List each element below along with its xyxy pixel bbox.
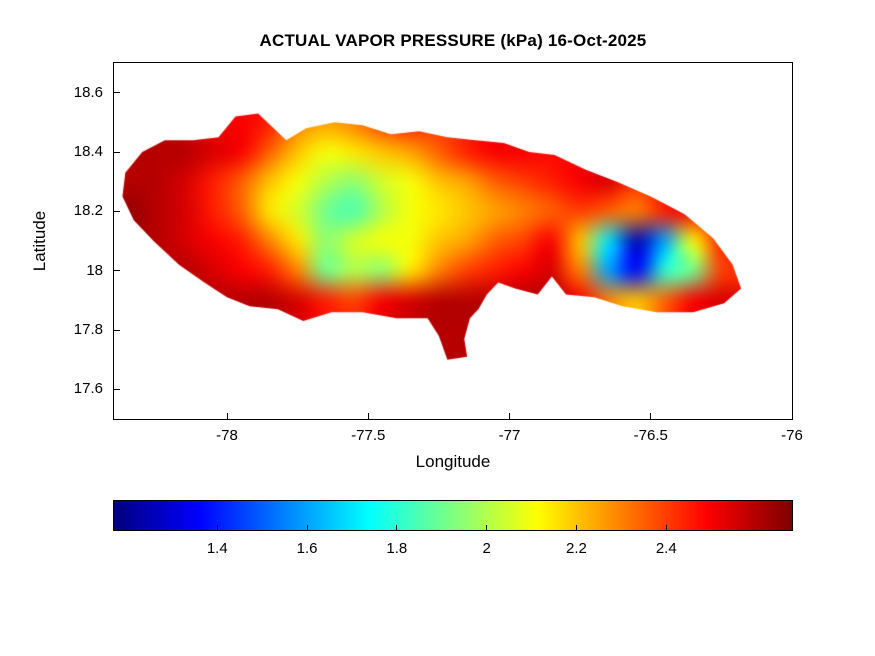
colorbar-tick-mark xyxy=(486,525,488,530)
y-tick-label: 18.2 xyxy=(73,202,103,220)
colorbar-tick-label: 2.4 xyxy=(655,540,677,557)
y-tick-label: 18.6 xyxy=(73,83,103,101)
colorbar-tick-label: 1.4 xyxy=(206,540,228,557)
colorbar-tick-label: 1.8 xyxy=(386,540,408,557)
x-tick-mark xyxy=(791,413,793,419)
x-tick-mark xyxy=(226,413,228,419)
y-tick-label: 17.6 xyxy=(73,380,103,398)
colorbar-gradient-canvas xyxy=(114,501,792,530)
colorbar-tick-mark xyxy=(216,525,218,530)
colorbar-tick-mark xyxy=(575,525,577,530)
colorbar-tick-mark xyxy=(396,525,398,530)
x-tick-mark xyxy=(650,413,652,419)
chart-title: ACTUAL VAPOR PRESSURE (kPa) 16-Oct-2025 xyxy=(259,31,647,50)
colorbar xyxy=(113,500,793,531)
x-tick-mark xyxy=(509,413,510,419)
colorbar-tick-label: 1.6 xyxy=(296,540,318,557)
y-tick-mark xyxy=(114,151,120,153)
vapor-pressure-heatmap-canvas xyxy=(114,63,792,419)
y-tick-label: 17.8 xyxy=(73,321,103,338)
y-tick-label: 18 xyxy=(86,261,103,279)
y-tick-mark xyxy=(114,388,120,390)
colorbar-tick-mark xyxy=(306,525,308,530)
x-tick-label: -76.5 xyxy=(633,427,668,444)
plot-area xyxy=(113,62,793,420)
y-tick-mark xyxy=(114,210,120,212)
colorbar-tick-label: 2.2 xyxy=(566,540,587,557)
x-tick-label: -77 xyxy=(498,427,521,444)
colorbar-tick-label: 2 xyxy=(482,540,491,557)
x-tick-label: -77.5 xyxy=(351,427,386,444)
colorbar-tick-mark xyxy=(665,525,667,530)
y-tick-mark xyxy=(114,329,120,331)
y-tick-mark xyxy=(114,92,120,94)
x-axis-label: Longitude xyxy=(415,452,491,471)
x-tick-mark xyxy=(367,413,369,419)
y-tick-mark xyxy=(114,270,120,272)
y-tick-label: 18.4 xyxy=(73,143,103,160)
x-tick-label: -78 xyxy=(216,427,238,444)
x-tick-label: -76 xyxy=(781,427,803,444)
